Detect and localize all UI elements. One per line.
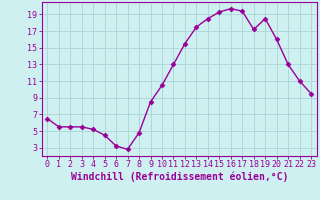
- X-axis label: Windchill (Refroidissement éolien,°C): Windchill (Refroidissement éolien,°C): [70, 172, 288, 182]
